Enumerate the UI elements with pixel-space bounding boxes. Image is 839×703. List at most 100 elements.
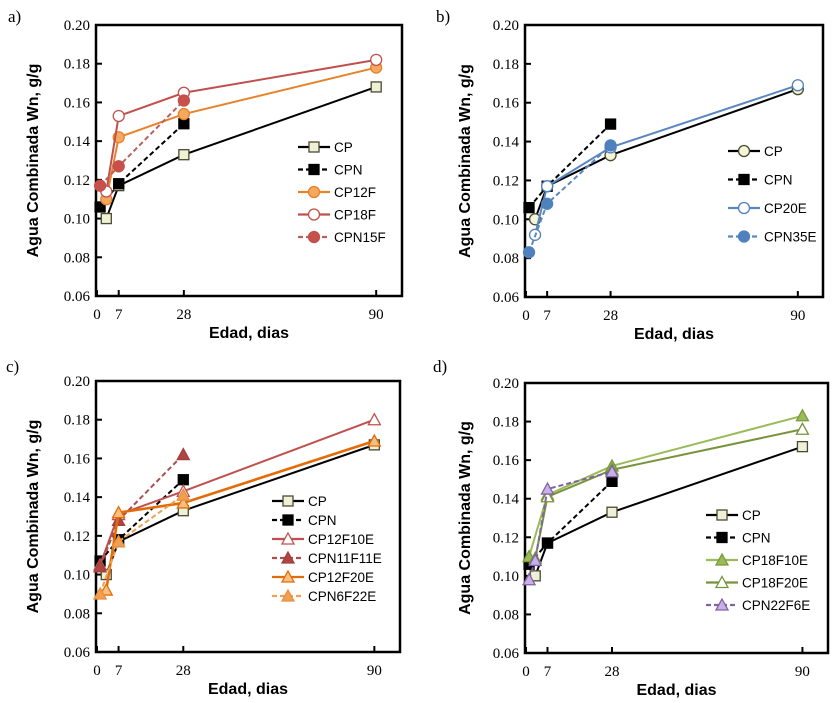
data-point: [795, 421, 810, 435]
y-tick-label: 0.14: [64, 134, 91, 150]
legend-item: CP18F20E: [706, 575, 808, 591]
legend-label: CP: [334, 140, 353, 155]
chart-panel-c: c) 0.06 0.08 0.10 0.12 0.14 0.16 0.18 0.20 0 7 28 90…: [6, 357, 402, 698]
legend-item: CPN: [298, 163, 363, 178]
x-tick-label: 90: [369, 307, 384, 323]
data-point: [176, 447, 191, 461]
y-tick-label: 0.14: [493, 492, 520, 508]
data-point: [176, 495, 191, 509]
legend-label: CPN: [308, 513, 337, 528]
series-line: [105, 66, 377, 200]
data-point: [541, 537, 554, 549]
x-tick-label: 90: [367, 663, 382, 679]
series-CPN15F: [93, 94, 191, 192]
data-point: [178, 118, 190, 130]
data-point: [112, 109, 125, 123]
chart-panel-d: d) 0.06 0.08 0.10 0.12 0.14 0.16 0.18 0.20 0 7 28 90…: [433, 357, 830, 699]
x-tick-label: 7: [115, 663, 123, 679]
y-tick-label: 0.18: [493, 415, 519, 431]
legend-item: CP: [272, 494, 327, 509]
legend-marker: [714, 597, 730, 611]
y-tick-label: 0.06: [493, 290, 520, 306]
x-axis-title: Edad, dias: [636, 682, 716, 699]
series-line: [534, 445, 803, 577]
data-point: [100, 212, 112, 225]
legend-label: CP: [742, 508, 761, 523]
data-point: [540, 489, 555, 503]
x-axis-title: Edad, dias: [634, 326, 714, 343]
legend-marker: [308, 163, 320, 176]
legend-item: CPN6F22E: [272, 588, 376, 604]
data-point: [177, 474, 189, 486]
series-line: [528, 123, 612, 209]
x-tick-label: 7: [115, 307, 123, 323]
legend-marker: [280, 588, 296, 602]
data-point: [367, 433, 382, 447]
series-CPN: [523, 118, 617, 214]
legend-label: CP20E: [764, 201, 807, 216]
legend-item: CPN15F: [298, 230, 386, 245]
data-point: [93, 179, 107, 192]
legend-label: CP12F10E: [308, 532, 374, 547]
legend-label: CP12F: [334, 185, 376, 200]
series-line: [534, 84, 799, 236]
y-tick-label: 0.14: [493, 135, 520, 151]
y-axis-title: Agua Combinada Wn, g/g: [457, 421, 474, 615]
plot-frame: [94, 379, 402, 654]
series-line: [528, 414, 803, 557]
series-CPN22F6E: [521, 464, 620, 586]
legend-item: CPN: [706, 531, 771, 546]
legend-label: CP18F: [334, 208, 376, 223]
y-tick-label: 0.18: [64, 57, 90, 73]
legend-item: CP18F10E: [706, 552, 808, 568]
panel-label: d): [433, 357, 447, 376]
data-point: [367, 412, 382, 426]
legend-item: CP: [706, 508, 761, 523]
legend-label: CPN6F22E: [308, 589, 376, 604]
series-line: [534, 88, 799, 220]
data-point: [540, 180, 554, 193]
legend-marker: [738, 173, 750, 186]
data-point: [370, 81, 382, 93]
x-tick-label: 0: [522, 664, 530, 680]
data-point: [370, 53, 383, 66]
series-line: [534, 428, 803, 559]
y-tick-label: 0.16: [64, 451, 91, 467]
y-tick-label: 0.08: [493, 251, 519, 267]
data-point: [604, 118, 617, 130]
data-point: [111, 534, 126, 548]
data-point: [99, 582, 114, 596]
y-tick-label: 0.10: [493, 212, 519, 228]
legend-marker: [307, 230, 321, 244]
data-point: [178, 149, 190, 161]
legend-label: CPN35E: [764, 230, 817, 245]
x-axis-title: Edad, dias: [208, 681, 288, 698]
y-tick-label: 0.08: [64, 250, 90, 266]
legend-item: CPN22F6E: [706, 597, 810, 613]
legend-item: CP18F: [298, 208, 376, 223]
series-line: [105, 85, 377, 219]
data-point: [795, 408, 810, 422]
panel-label: a): [8, 7, 21, 26]
x-tick-label: 90: [795, 664, 810, 680]
x-tick-label: 0: [93, 663, 101, 679]
y-tick-label: 0.16: [493, 453, 520, 469]
y-tick-label: 0.12: [493, 173, 519, 189]
y-tick-label: 0.18: [493, 57, 519, 73]
y-axis-title: Agua Combinada Wn, g/g: [25, 420, 42, 614]
data-point: [606, 506, 618, 518]
legend-marker: [737, 201, 751, 215]
y-tick-label: 0.12: [64, 173, 90, 189]
y-tick-label: 0.06: [493, 646, 520, 662]
data-point: [791, 79, 804, 92]
y-tick-label: 0.20: [64, 374, 90, 390]
series-CPN: [523, 475, 618, 570]
legend-marker: [714, 552, 730, 566]
x-tick-label: 0: [93, 307, 101, 323]
legend-item: CPN: [728, 173, 793, 188]
legend-item: CP: [298, 140, 353, 155]
series-CP: [528, 82, 804, 226]
legend-marker: [737, 144, 751, 158]
x-tick-label: 28: [176, 663, 191, 679]
